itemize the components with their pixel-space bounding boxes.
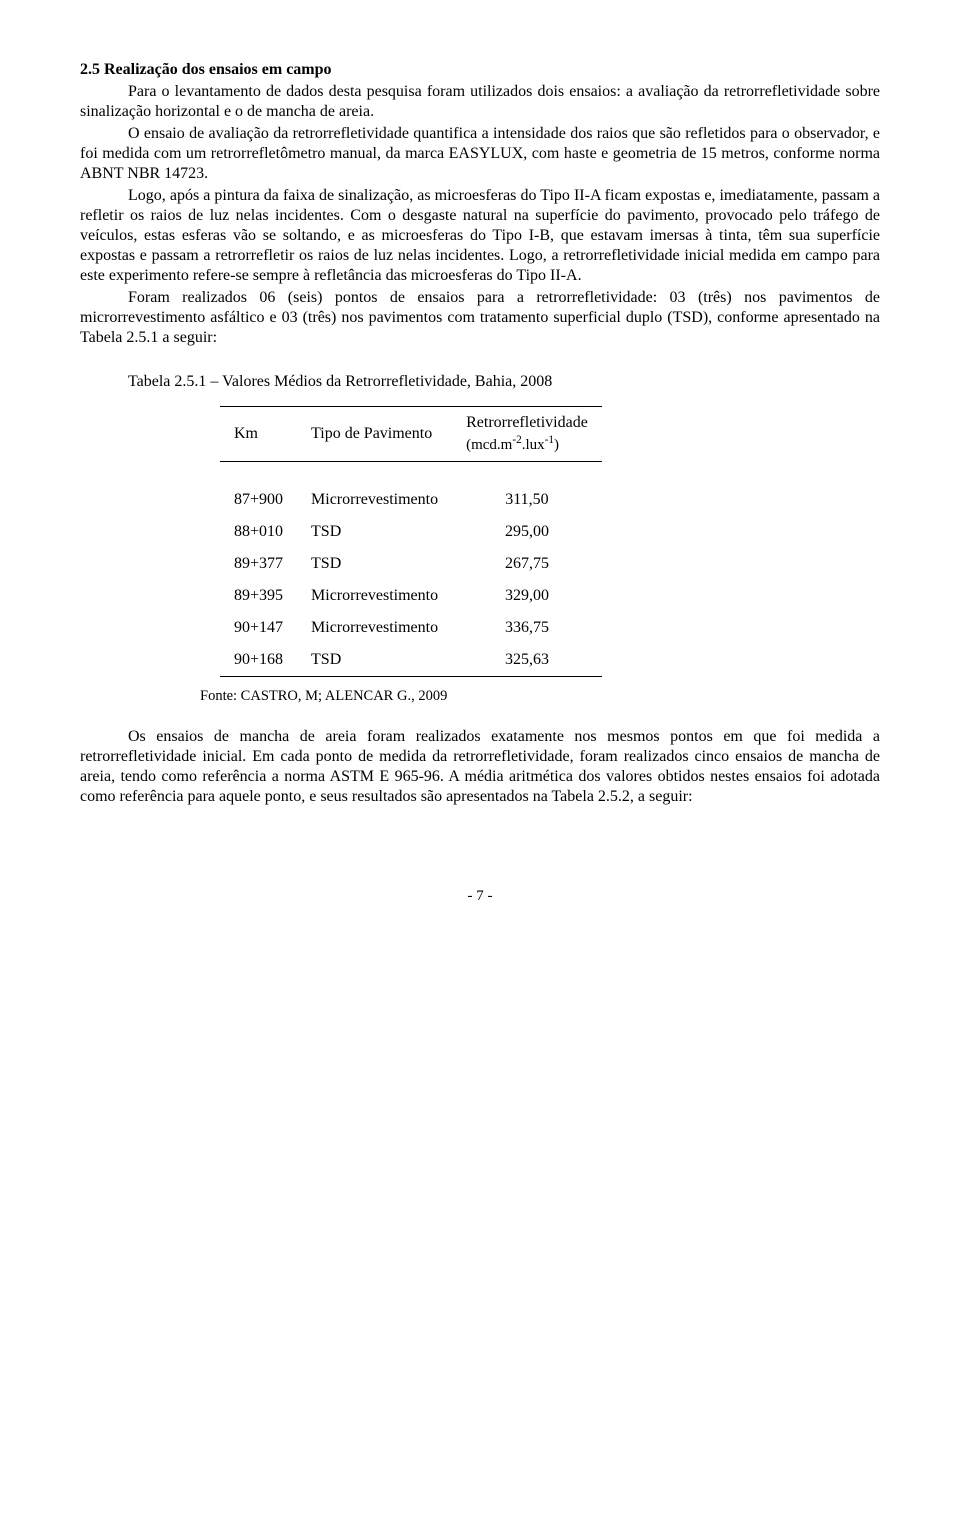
- cell-tipo: TSD: [297, 516, 452, 548]
- cell-val: 295,00: [452, 516, 602, 548]
- col-header-retro: Retrorrefletividade (mcd.m-2.lux-1): [452, 407, 602, 462]
- table-row: 87+900 Microrrevestimento 311,50: [220, 484, 602, 516]
- cell-val: 267,75: [452, 548, 602, 580]
- cell-km: 90+168: [220, 644, 297, 677]
- retroreflectivity-table: Km Tipo de Pavimento Retrorrefletividade…: [220, 406, 602, 677]
- paragraph-1: Para o levantamento de dados desta pesqu…: [80, 82, 880, 122]
- cell-km: 89+395: [220, 580, 297, 612]
- table-row: 90+147 Microrrevestimento 336,75: [220, 612, 602, 644]
- paragraph-4: Foram realizados 06 (seis) pontos de ens…: [80, 288, 880, 348]
- col-header-tipo: Tipo de Pavimento: [297, 407, 452, 462]
- cell-val: 336,75: [452, 612, 602, 644]
- col-header-km: Km: [220, 407, 297, 462]
- cell-tipo: TSD: [297, 548, 452, 580]
- table-row: 88+010 TSD 295,00: [220, 516, 602, 548]
- table-row: 89+395 Microrrevestimento 329,00: [220, 580, 602, 612]
- table-row: 90+168 TSD 325,63: [220, 644, 602, 677]
- cell-km: 88+010: [220, 516, 297, 548]
- cell-tipo: Microrrevestimento: [297, 484, 452, 516]
- cell-tipo: TSD: [297, 644, 452, 677]
- cell-tipo: Microrrevestimento: [297, 612, 452, 644]
- table-caption: Tabela 2.5.1 – Valores Médios da Retrorr…: [128, 372, 880, 392]
- table-row: 89+377 TSD 267,75: [220, 548, 602, 580]
- paragraph-3: Logo, após a pintura da faixa de sinaliz…: [80, 186, 880, 286]
- cell-val: 311,50: [452, 484, 602, 516]
- cell-val: 329,00: [452, 580, 602, 612]
- paragraph-5: Os ensaios de mancha de areia foram real…: [80, 727, 880, 807]
- paragraph-2: O ensaio de avaliação da retrorrefletivi…: [80, 124, 880, 184]
- cell-km: 90+147: [220, 612, 297, 644]
- page-number: - 7 -: [80, 887, 880, 906]
- cell-val: 325,63: [452, 644, 602, 677]
- cell-km: 89+377: [220, 548, 297, 580]
- col-header-retro-line1: Retrorrefletividade: [466, 413, 588, 433]
- cell-km: 87+900: [220, 484, 297, 516]
- col-header-retro-line2: (mcd.m-2.lux-1): [466, 433, 588, 455]
- cell-tipo: Microrrevestimento: [297, 580, 452, 612]
- section-heading: 2.5 Realização dos ensaios em campo: [80, 60, 880, 80]
- table-source: Fonte: CASTRO, M; ALENCAR G., 2009: [200, 687, 880, 705]
